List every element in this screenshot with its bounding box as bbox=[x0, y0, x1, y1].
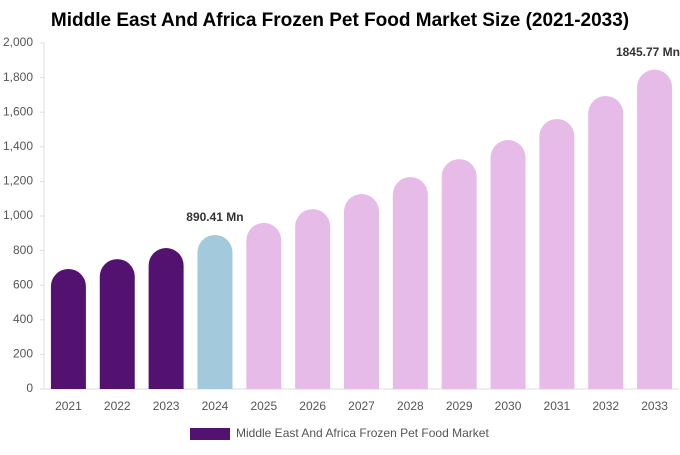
y-tick-label: 200 bbox=[13, 347, 33, 361]
bar bbox=[197, 234, 233, 389]
legend-swatch bbox=[190, 428, 230, 440]
y-tick-label: 1,600 bbox=[3, 104, 33, 118]
x-tick-label: 2021 bbox=[55, 399, 82, 413]
x-tick-label: 2031 bbox=[544, 399, 571, 413]
bar bbox=[295, 209, 331, 389]
bar bbox=[246, 222, 282, 389]
x-tick-label: 2025 bbox=[250, 399, 277, 413]
x-tick-label: 2028 bbox=[397, 399, 424, 413]
bar bbox=[490, 140, 526, 389]
bar bbox=[99, 259, 135, 389]
chart-title: Middle East And Africa Frozen Pet Food M… bbox=[51, 10, 629, 31]
y-tick-label: 1,000 bbox=[3, 208, 33, 222]
x-tick-label: 2023 bbox=[153, 399, 180, 413]
x-tick-label: 2033 bbox=[641, 399, 668, 413]
x-tick-label: 2032 bbox=[592, 399, 619, 413]
x-tick-label: 2029 bbox=[446, 399, 473, 413]
bar bbox=[392, 177, 428, 389]
y-tick-label: 800 bbox=[13, 243, 33, 257]
value-label: 890.41 Mn bbox=[186, 210, 243, 224]
bar bbox=[441, 159, 477, 389]
x-tick-label: 2022 bbox=[104, 399, 131, 413]
y-tick-label: 2,000 bbox=[3, 35, 33, 49]
x-tick-label: 2027 bbox=[348, 399, 375, 413]
bar bbox=[637, 69, 673, 389]
x-tick-label: 2030 bbox=[495, 399, 522, 413]
bar bbox=[148, 248, 184, 389]
bar bbox=[344, 194, 379, 389]
x-tick-label: 2024 bbox=[202, 399, 229, 413]
y-tick-label: 0 bbox=[26, 381, 33, 395]
y-tick-label: 1,200 bbox=[3, 174, 33, 188]
value-label: 1845.77 Mn bbox=[616, 45, 680, 59]
y-tick-label: 1,400 bbox=[3, 139, 33, 153]
y-tick-label: 400 bbox=[13, 312, 33, 326]
bar bbox=[539, 118, 575, 389]
legend-label: Middle East And Africa Frozen Pet Food M… bbox=[236, 426, 489, 440]
y-tick-label: 600 bbox=[13, 277, 33, 291]
bar bbox=[50, 268, 86, 389]
y-tick-label: 1,800 bbox=[3, 70, 33, 84]
x-tick-label: 2026 bbox=[299, 399, 326, 413]
bar bbox=[588, 95, 624, 390]
